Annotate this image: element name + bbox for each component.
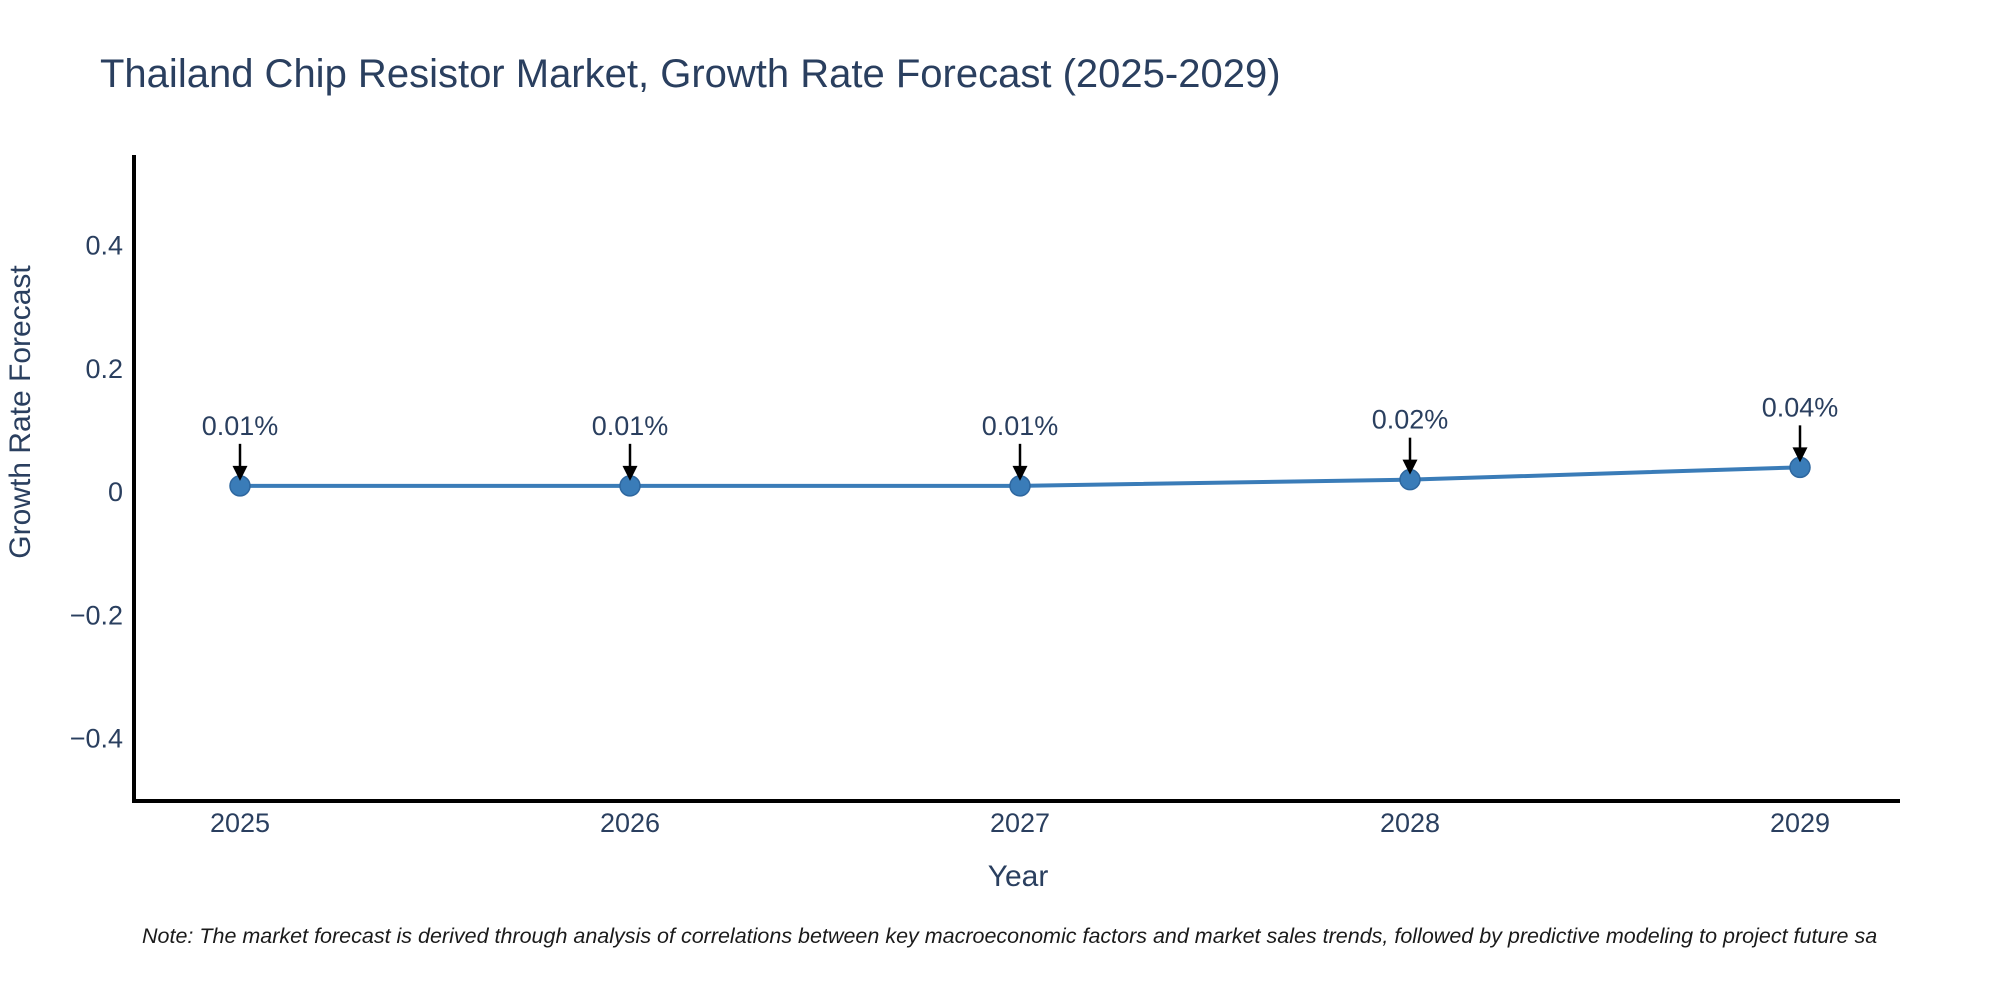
- y-tick-label: 0: [108, 477, 123, 507]
- annotation-arrowhead: [232, 465, 248, 481]
- y-axis-title: Growth Rate Forecast: [4, 265, 37, 559]
- y-axis-ticks: 0.4 0.2 0 −0.2 −0.4: [70, 231, 123, 754]
- x-tick-label: 2026: [600, 808, 660, 838]
- x-tick-label: 2025: [210, 808, 270, 838]
- annotation-arrowhead: [1792, 447, 1808, 463]
- point-value-label: 0.02%: [1372, 405, 1449, 435]
- line-series: [229, 456, 1811, 497]
- y-tick-label: −0.4: [70, 724, 123, 754]
- annotation-arrowhead: [1012, 465, 1028, 481]
- chart-title: Thailand Chip Resistor Market, Growth Ra…: [100, 52, 1281, 96]
- x-axis-ticks: 2025 2026 2027 2028 2029: [210, 808, 1830, 838]
- y-tick-label: 0.4: [85, 231, 123, 261]
- footnote: Note: The market forecast is derived thr…: [142, 924, 1878, 948]
- y-tick-label: −0.2: [70, 600, 123, 630]
- x-tick-label: 2027: [990, 808, 1050, 838]
- y-tick-label: 0.2: [85, 354, 123, 384]
- point-value-label: 0.01%: [592, 411, 669, 441]
- point-annotations: 0.01% 0.01% 0.01% 0.02% 0.04%: [202, 392, 1839, 481]
- point-value-label: 0.01%: [982, 411, 1059, 441]
- x-tick-label: 2028: [1380, 808, 1440, 838]
- annotation-arrowhead: [1402, 459, 1418, 475]
- x-axis-title: Year: [988, 860, 1049, 893]
- annotation-arrowhead: [622, 465, 638, 481]
- point-value-label: 0.04%: [1762, 392, 1839, 422]
- x-tick-label: 2029: [1770, 808, 1830, 838]
- point-value-label: 0.01%: [202, 411, 279, 441]
